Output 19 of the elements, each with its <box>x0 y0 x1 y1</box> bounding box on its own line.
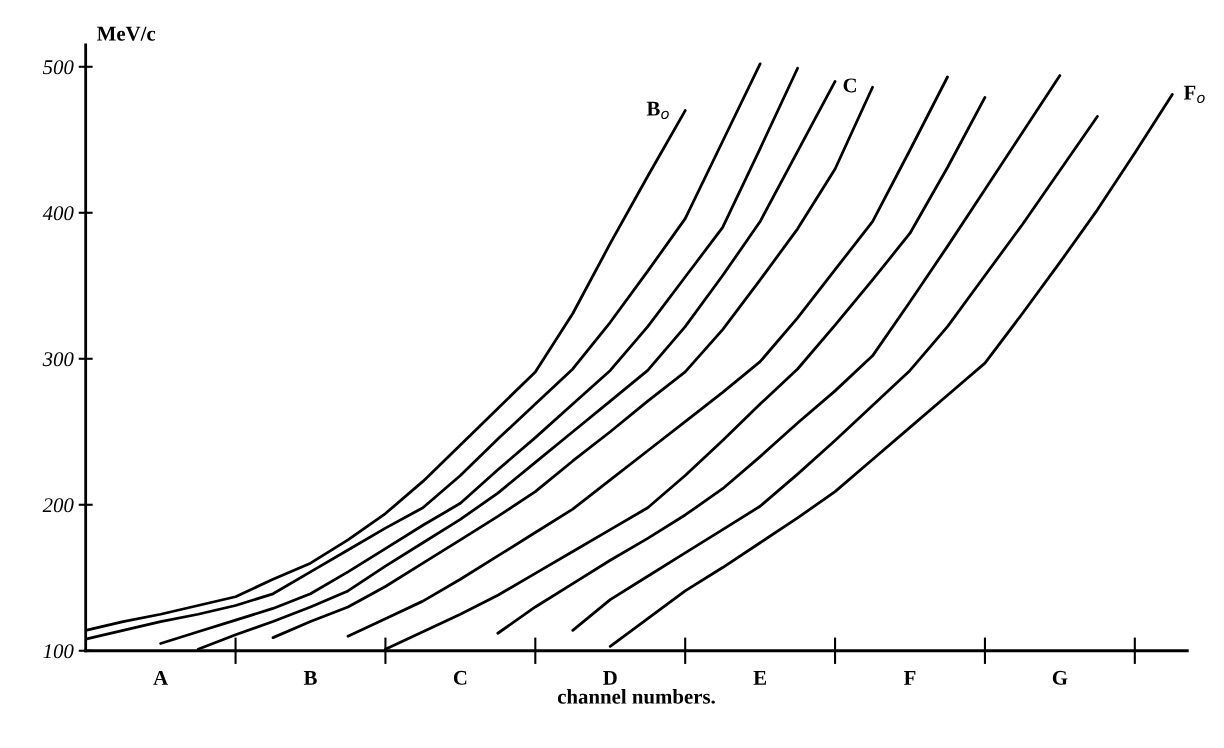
series-label: F$_{o}$ <box>1183 85 1205 104</box>
x-tick-label: B <box>303 671 317 685</box>
x-tick-label: A <box>153 670 168 685</box>
x-tick-label: G <box>1052 670 1068 685</box>
y-tick-label: 300 <box>42 352 74 367</box>
series-label: B$_{o}$ <box>646 101 669 120</box>
y-tick-label: 200 <box>42 498 74 513</box>
line-series <box>496 74 1062 635</box>
x-axis-title: channel numbers. <box>557 689 715 704</box>
y-tick-label: 100 <box>43 644 74 659</box>
x-tick-label: D <box>603 671 617 685</box>
x-tick-label: C <box>453 670 467 685</box>
series-label: C <box>843 78 856 93</box>
y-tick-label: 500 <box>42 60 74 75</box>
y-tick-label: 400 <box>42 206 74 221</box>
x-tick-label: F <box>904 671 916 685</box>
line-series <box>346 75 949 638</box>
x-tick-label: E <box>753 671 767 685</box>
y-axis-title: MeV/c <box>97 26 156 41</box>
